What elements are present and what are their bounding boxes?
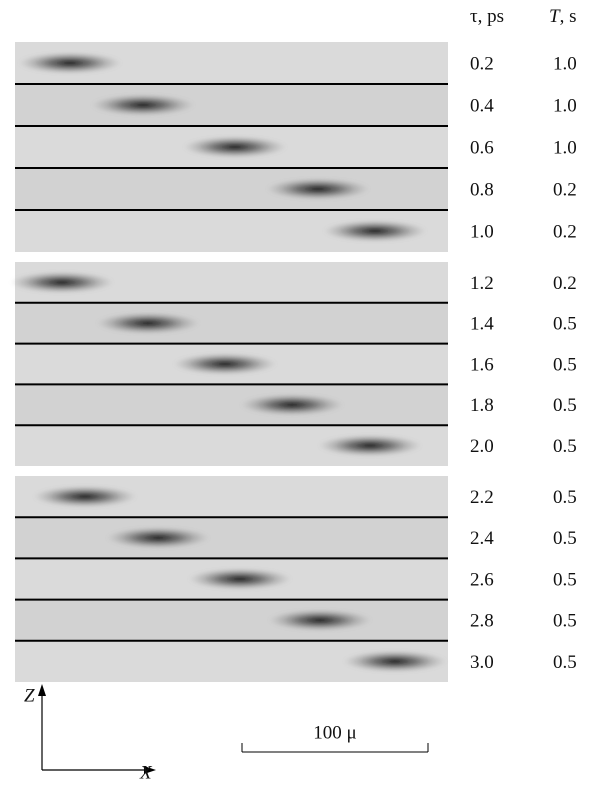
pulse-blob: [91, 94, 195, 116]
exposure-value: 1.0: [553, 137, 577, 158]
pulse-blob: [240, 393, 344, 416]
exposure-value: 0.5: [553, 395, 577, 416]
column-header: T, s: [549, 6, 576, 27]
tau-value: 2.8: [470, 611, 494, 632]
tau-value: 1.4: [470, 314, 494, 335]
tau-value: 1.8: [470, 395, 494, 416]
exposure-value: 0.5: [553, 436, 577, 457]
tau-value: 1.2: [470, 273, 494, 294]
pulse-blob: [18, 52, 122, 74]
exposure-value: 0.2: [553, 273, 577, 294]
row-shade: [15, 168, 448, 210]
exposure-value: 0.5: [553, 611, 577, 632]
exposure-value: 0.2: [553, 221, 577, 242]
tau-value: 0.8: [470, 179, 494, 200]
pulse-blob: [33, 485, 137, 508]
exposure-value: 0.5: [553, 569, 577, 590]
pulse-blob: [343, 650, 447, 673]
axes-indicator: Z X: [24, 684, 156, 783]
tau-value: 1.6: [470, 354, 494, 375]
tau-value: 1.0: [470, 221, 494, 242]
arrow-head: [144, 766, 156, 774]
row-shade: [15, 84, 448, 126]
exposure-value: 1.0: [553, 95, 577, 116]
exposure-value: 0.5: [553, 652, 577, 673]
exposure-value: 0.5: [553, 528, 577, 549]
tau-value: 2.0: [470, 436, 494, 457]
scale-bar: 100 μ: [241, 722, 429, 753]
row-shade: [15, 599, 448, 641]
pulse-blob: [173, 353, 277, 375]
tau-value: 0.2: [470, 53, 494, 74]
exposure-value: 0.5: [553, 354, 577, 375]
pulse-blob: [106, 526, 210, 549]
pulse-blob: [10, 271, 114, 294]
x-label: X: [139, 762, 153, 782]
pulse-blob: [323, 220, 427, 242]
pulse-blob: [318, 434, 422, 457]
column-header: τ, ps: [470, 6, 504, 27]
tau-value: 2.6: [470, 569, 494, 590]
pulse-blob: [268, 609, 372, 632]
row-shade: [15, 384, 448, 426]
row-shade: [15, 517, 448, 559]
pulse-blob: [188, 568, 292, 590]
arrow-head: [38, 684, 46, 696]
image-strips: [10, 42, 448, 682]
z-label: Z: [24, 685, 35, 706]
tau-value: 0.6: [470, 137, 494, 158]
exposure-value: 1.0: [553, 53, 577, 74]
pulse-blob: [96, 312, 200, 335]
tau-value: 2.2: [470, 487, 494, 508]
tau-value: 2.4: [470, 528, 494, 549]
scale-label: 100 μ: [313, 722, 356, 743]
pulse-blob: [183, 136, 287, 158]
exposure-value: 0.2: [553, 179, 577, 200]
row-shade: [15, 302, 448, 344]
exposure-value: 0.5: [553, 314, 577, 335]
exposure-value: 0.5: [553, 487, 577, 508]
tau-value: 0.4: [470, 95, 494, 116]
pulse-blob: [266, 178, 370, 200]
tau-value: 3.0: [470, 652, 494, 673]
